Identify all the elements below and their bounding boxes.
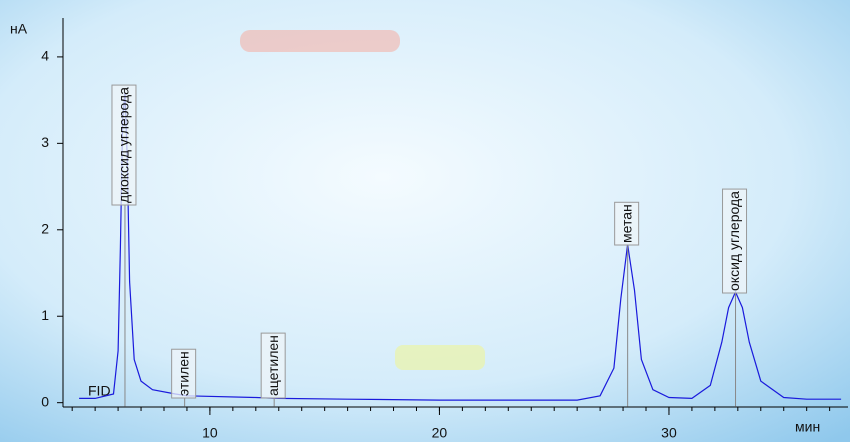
- y-axis-label: нА: [10, 21, 28, 37]
- peak-label-box: [111, 84, 137, 206]
- peak-label-box: [171, 348, 197, 399]
- detector-label: FID: [88, 383, 111, 399]
- peak-label-box: [260, 332, 286, 399]
- y-tick-label: 4: [41, 48, 49, 64]
- y-tick-label: 0: [41, 393, 49, 409]
- background-shape: [240, 30, 400, 52]
- x-axis-label: мин: [795, 419, 820, 435]
- peak-annotation: оксид углерода: [722, 188, 748, 294]
- y-tick-label: 1: [41, 307, 49, 323]
- peak-label: диоксид углерода: [116, 87, 132, 203]
- y-tick-label: 2: [41, 220, 49, 236]
- peak-annotation: диоксид углерода: [111, 84, 137, 206]
- background-shape: [395, 345, 485, 370]
- peak-annotation: метан: [614, 201, 640, 246]
- peak-annotation: этилен: [171, 348, 197, 399]
- peak-label: оксид углерода: [726, 191, 742, 291]
- y-tick-label: 3: [41, 134, 49, 150]
- x-tick-label: 10: [202, 425, 218, 441]
- x-tick-label: 20: [432, 425, 448, 441]
- peak-label: ацетилен: [265, 335, 281, 396]
- peak-label-box: [722, 188, 748, 294]
- x-tick-label: 30: [661, 425, 677, 441]
- peak-label: метан: [618, 204, 634, 243]
- peak-label: этилен: [175, 351, 191, 396]
- peak-label-box: [614, 201, 640, 246]
- peak-annotation: ацетилен: [260, 332, 286, 399]
